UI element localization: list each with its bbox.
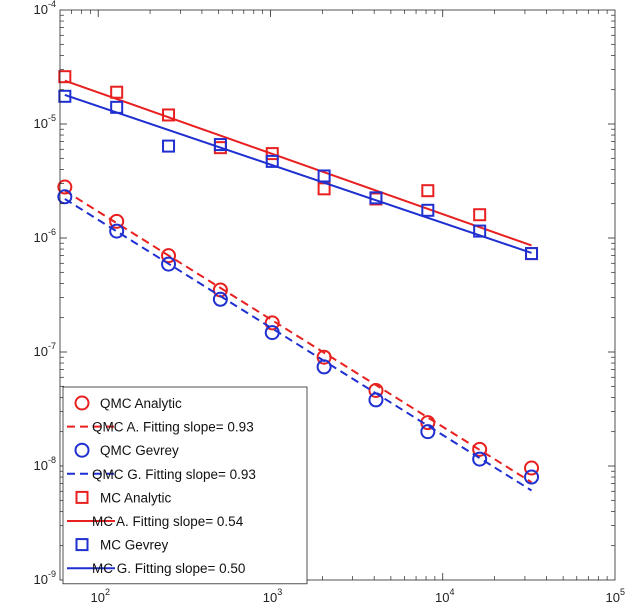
legend-item: MC G. Fitting slope= 0.50: [67, 561, 245, 576]
circle-point: [212, 291, 228, 307]
ticks-layer: 102 103 104 105 10-9 10-8 10-7 10-6 10-5 10-4: [34, 0, 625, 605]
square-point: [265, 154, 279, 168]
legend-label: MC A. Fitting slope= 0.54: [92, 514, 244, 529]
circle-point: [420, 424, 436, 440]
legend-item: QMC Gevrey: [74, 442, 179, 458]
square-point: [162, 139, 176, 153]
legend-item: QMC G. Fitting slope= 0.93: [67, 467, 256, 482]
square-point: [421, 184, 435, 198]
square-point: [110, 85, 124, 99]
legend-item: QMC Analytic: [74, 395, 182, 411]
legend: QMC Analytic QMC A. Fitting slope= 0.93 QM…: [62, 386, 308, 585]
circle-point: [472, 441, 488, 457]
series-mc-gevrey: [58, 89, 539, 261]
legend-marker-swatch: [74, 442, 90, 458]
y-tick-label: 10-8: [34, 455, 56, 473]
legend-label: QMC Gevrey: [100, 443, 179, 458]
legend-label: QMC G. Fitting slope= 0.93: [92, 467, 256, 482]
square-point: [213, 138, 227, 152]
circle-point: [109, 223, 125, 239]
x-tick-label: 103: [263, 587, 282, 605]
legend-label: MC G. Fitting slope= 0.50: [92, 561, 245, 576]
fit-line: [64, 79, 532, 247]
square-point: [525, 247, 539, 261]
legend-label: QMC Analytic: [100, 396, 182, 411]
circle-point: [57, 179, 73, 195]
series-mc-a-fitting-slope-0-54: [64, 79, 532, 247]
legend-item: MC A. Fitting slope= 0.54: [67, 514, 244, 529]
y-tick-label: 10-7: [34, 341, 56, 359]
y-tick-label: 10-9: [34, 569, 56, 587]
square-point: [317, 169, 331, 183]
circle-point: [524, 460, 540, 476]
circle-point: [161, 248, 177, 264]
legend-box: [62, 386, 308, 585]
legend-label: QMC A. Fitting slope= 0.93: [92, 420, 254, 435]
legend-label: MC Gevrey: [100, 538, 169, 553]
circle-point: [264, 315, 280, 331]
square-point: [473, 224, 487, 238]
series-qmc-g-fitting-slope-0-93: [64, 198, 533, 492]
x-tick-label: 105: [606, 587, 625, 605]
square-point: [265, 147, 279, 161]
legend-marker-swatch: [75, 538, 89, 552]
square-point: [58, 70, 72, 84]
fit-line: [64, 93, 532, 254]
circle-point: [524, 469, 540, 485]
circle-point: [161, 256, 177, 272]
circle-point: [109, 213, 125, 229]
x-tick-label: 104: [435, 587, 454, 605]
x-tick-label: 102: [90, 587, 109, 605]
circle-point: [472, 451, 488, 467]
series-qmc-a-fitting-slope-0-93: [64, 189, 533, 484]
series-mc-g-fitting-slope-0-50: [64, 93, 532, 254]
circle-point: [57, 189, 73, 205]
legend-item: QMC A. Fitting slope= 0.93: [67, 420, 254, 435]
y-tick-label: 10-4: [34, 0, 56, 17]
legend-item: MC Gevrey: [75, 538, 169, 553]
series-layer: [57, 70, 540, 492]
legend-label: MC Analytic: [100, 490, 172, 505]
y-tick-label: 10-6: [34, 227, 56, 245]
legend-marker-swatch: [74, 395, 90, 411]
square-point: [473, 208, 487, 222]
y-tick-label: 10-5: [34, 113, 56, 131]
square-point: [421, 203, 435, 217]
fit-line: [64, 189, 533, 484]
fit-line: [64, 198, 533, 492]
plot-frame: [59, 9, 616, 581]
legend-marker-swatch: [75, 490, 89, 504]
legend-item: MC Analytic: [75, 490, 172, 505]
